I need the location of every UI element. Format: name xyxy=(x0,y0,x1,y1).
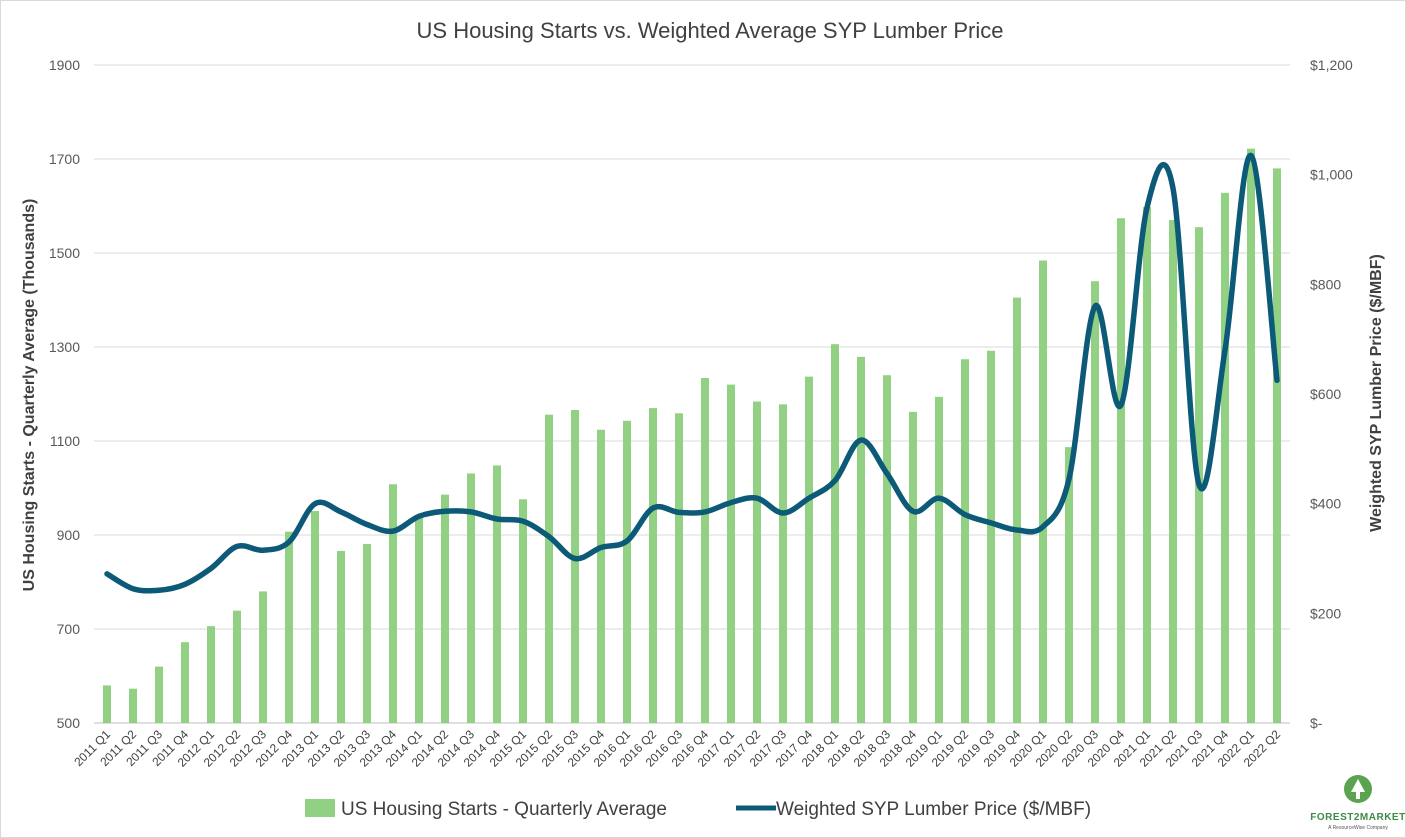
left-axis-title: US Housing Starts - Quarterly Average (T… xyxy=(21,199,38,592)
housing-starts-bar xyxy=(623,420,631,723)
housing-starts-bar xyxy=(961,359,969,723)
left-tick-label: 1500 xyxy=(49,245,80,261)
housing-starts-bar xyxy=(285,531,293,723)
housing-starts-bar xyxy=(935,396,943,723)
left-tick-label: 700 xyxy=(57,621,81,637)
housing-starts-bar xyxy=(805,376,813,723)
right-tick-label: $400 xyxy=(1310,496,1341,512)
left-tick-label: 1100 xyxy=(50,433,80,449)
left-tick-label: 900 xyxy=(57,527,81,543)
left-tick-label: 1900 xyxy=(49,57,80,73)
housing-starts-bar xyxy=(389,484,397,723)
right-axis-title: Weighted SYP Lumber Price ($/MBF) xyxy=(1368,254,1385,532)
lumber-price-line xyxy=(104,152,1280,594)
right-tick-label: $600 xyxy=(1310,386,1341,402)
tree-shape xyxy=(1351,779,1365,799)
legend-bar-swatch xyxy=(305,799,335,817)
housing-starts-bar xyxy=(649,408,657,723)
housing-starts-bar xyxy=(883,375,891,723)
housing-starts-bar xyxy=(987,350,995,723)
housing-starts-bar xyxy=(1247,148,1255,723)
legend-bar-label: US Housing Starts - Quarterly Average xyxy=(341,799,667,820)
right-tick-label: $1,000 xyxy=(1310,167,1353,183)
housing-starts-bar xyxy=(1091,281,1099,723)
housing-starts-bar xyxy=(597,429,605,723)
housing-starts-bar xyxy=(207,626,215,723)
housing-starts-bar xyxy=(909,411,917,723)
housing-starts-bar xyxy=(467,473,475,723)
housing-starts-bar xyxy=(181,642,189,723)
left-tick-label: 1300 xyxy=(49,339,80,355)
housing-starts-bar xyxy=(779,404,787,723)
housing-starts-bar xyxy=(857,356,865,723)
right-tick-label: $1,200 xyxy=(1310,57,1353,73)
housing-starts-bar xyxy=(1143,206,1151,723)
housing-starts-bar xyxy=(493,465,501,723)
chart-title: US Housing Starts vs. Weighted Average S… xyxy=(417,18,1004,43)
bar-series xyxy=(103,148,1281,724)
housing-starts-bar xyxy=(1169,220,1177,723)
right-tick-label: $- xyxy=(1310,715,1323,731)
housing-starts-bar xyxy=(441,494,449,723)
housing-starts-bar xyxy=(259,591,267,723)
gridlines xyxy=(94,64,1290,724)
housing-starts-bar xyxy=(1065,447,1073,723)
legend-line-label: Weighted SYP Lumber Price ($/MBF) xyxy=(776,799,1091,820)
housing-starts-bar xyxy=(545,414,553,723)
logo-name: FOREST2MARKET xyxy=(1310,812,1405,823)
housing-starts-bar xyxy=(415,517,423,723)
housing-starts-bar xyxy=(753,401,761,723)
housing-starts-bar xyxy=(103,685,111,723)
housing-starts-bar xyxy=(701,378,709,723)
forest2market-logo: FOREST2MARKET A ResourceWise Company xyxy=(1310,775,1405,831)
housing-starts-bar xyxy=(831,344,839,723)
logo-tagline: A ResourceWise Company xyxy=(1328,825,1388,831)
housing-starts-bar xyxy=(363,543,371,723)
line-series xyxy=(104,152,1280,594)
housing-starts-bar xyxy=(675,413,683,723)
housing-starts-bar xyxy=(1273,168,1281,723)
left-tick-label: 1700 xyxy=(49,151,80,167)
housing-starts-bar xyxy=(727,384,735,723)
right-tick-label: $800 xyxy=(1310,276,1341,292)
left-tick-label: 500 xyxy=(57,715,81,731)
left-axis-ticks: 500 700 900 1100 1300 1500 1700 1900 xyxy=(49,57,80,731)
right-tick-label: $200 xyxy=(1310,605,1341,621)
legend: US Housing Starts - Quarterly Average We… xyxy=(305,799,1091,820)
housing-starts-bar xyxy=(129,688,137,723)
housing-starts-bar xyxy=(571,409,579,723)
housing-starts-bar xyxy=(519,499,527,723)
housing-starts-bar xyxy=(155,666,163,723)
right-axis-ticks: $- $200 $400 $600 $800 $1,000 $1,200 xyxy=(1310,57,1353,731)
housing-starts-bar xyxy=(1039,260,1047,723)
housing-starts-bar xyxy=(337,550,345,723)
housing-starts-bar xyxy=(1221,192,1229,724)
housing-starts-bar xyxy=(1117,218,1125,723)
housing-starts-bar xyxy=(311,511,319,723)
housing-starts-bar xyxy=(233,610,241,723)
housing-starts-bar xyxy=(1013,297,1021,723)
